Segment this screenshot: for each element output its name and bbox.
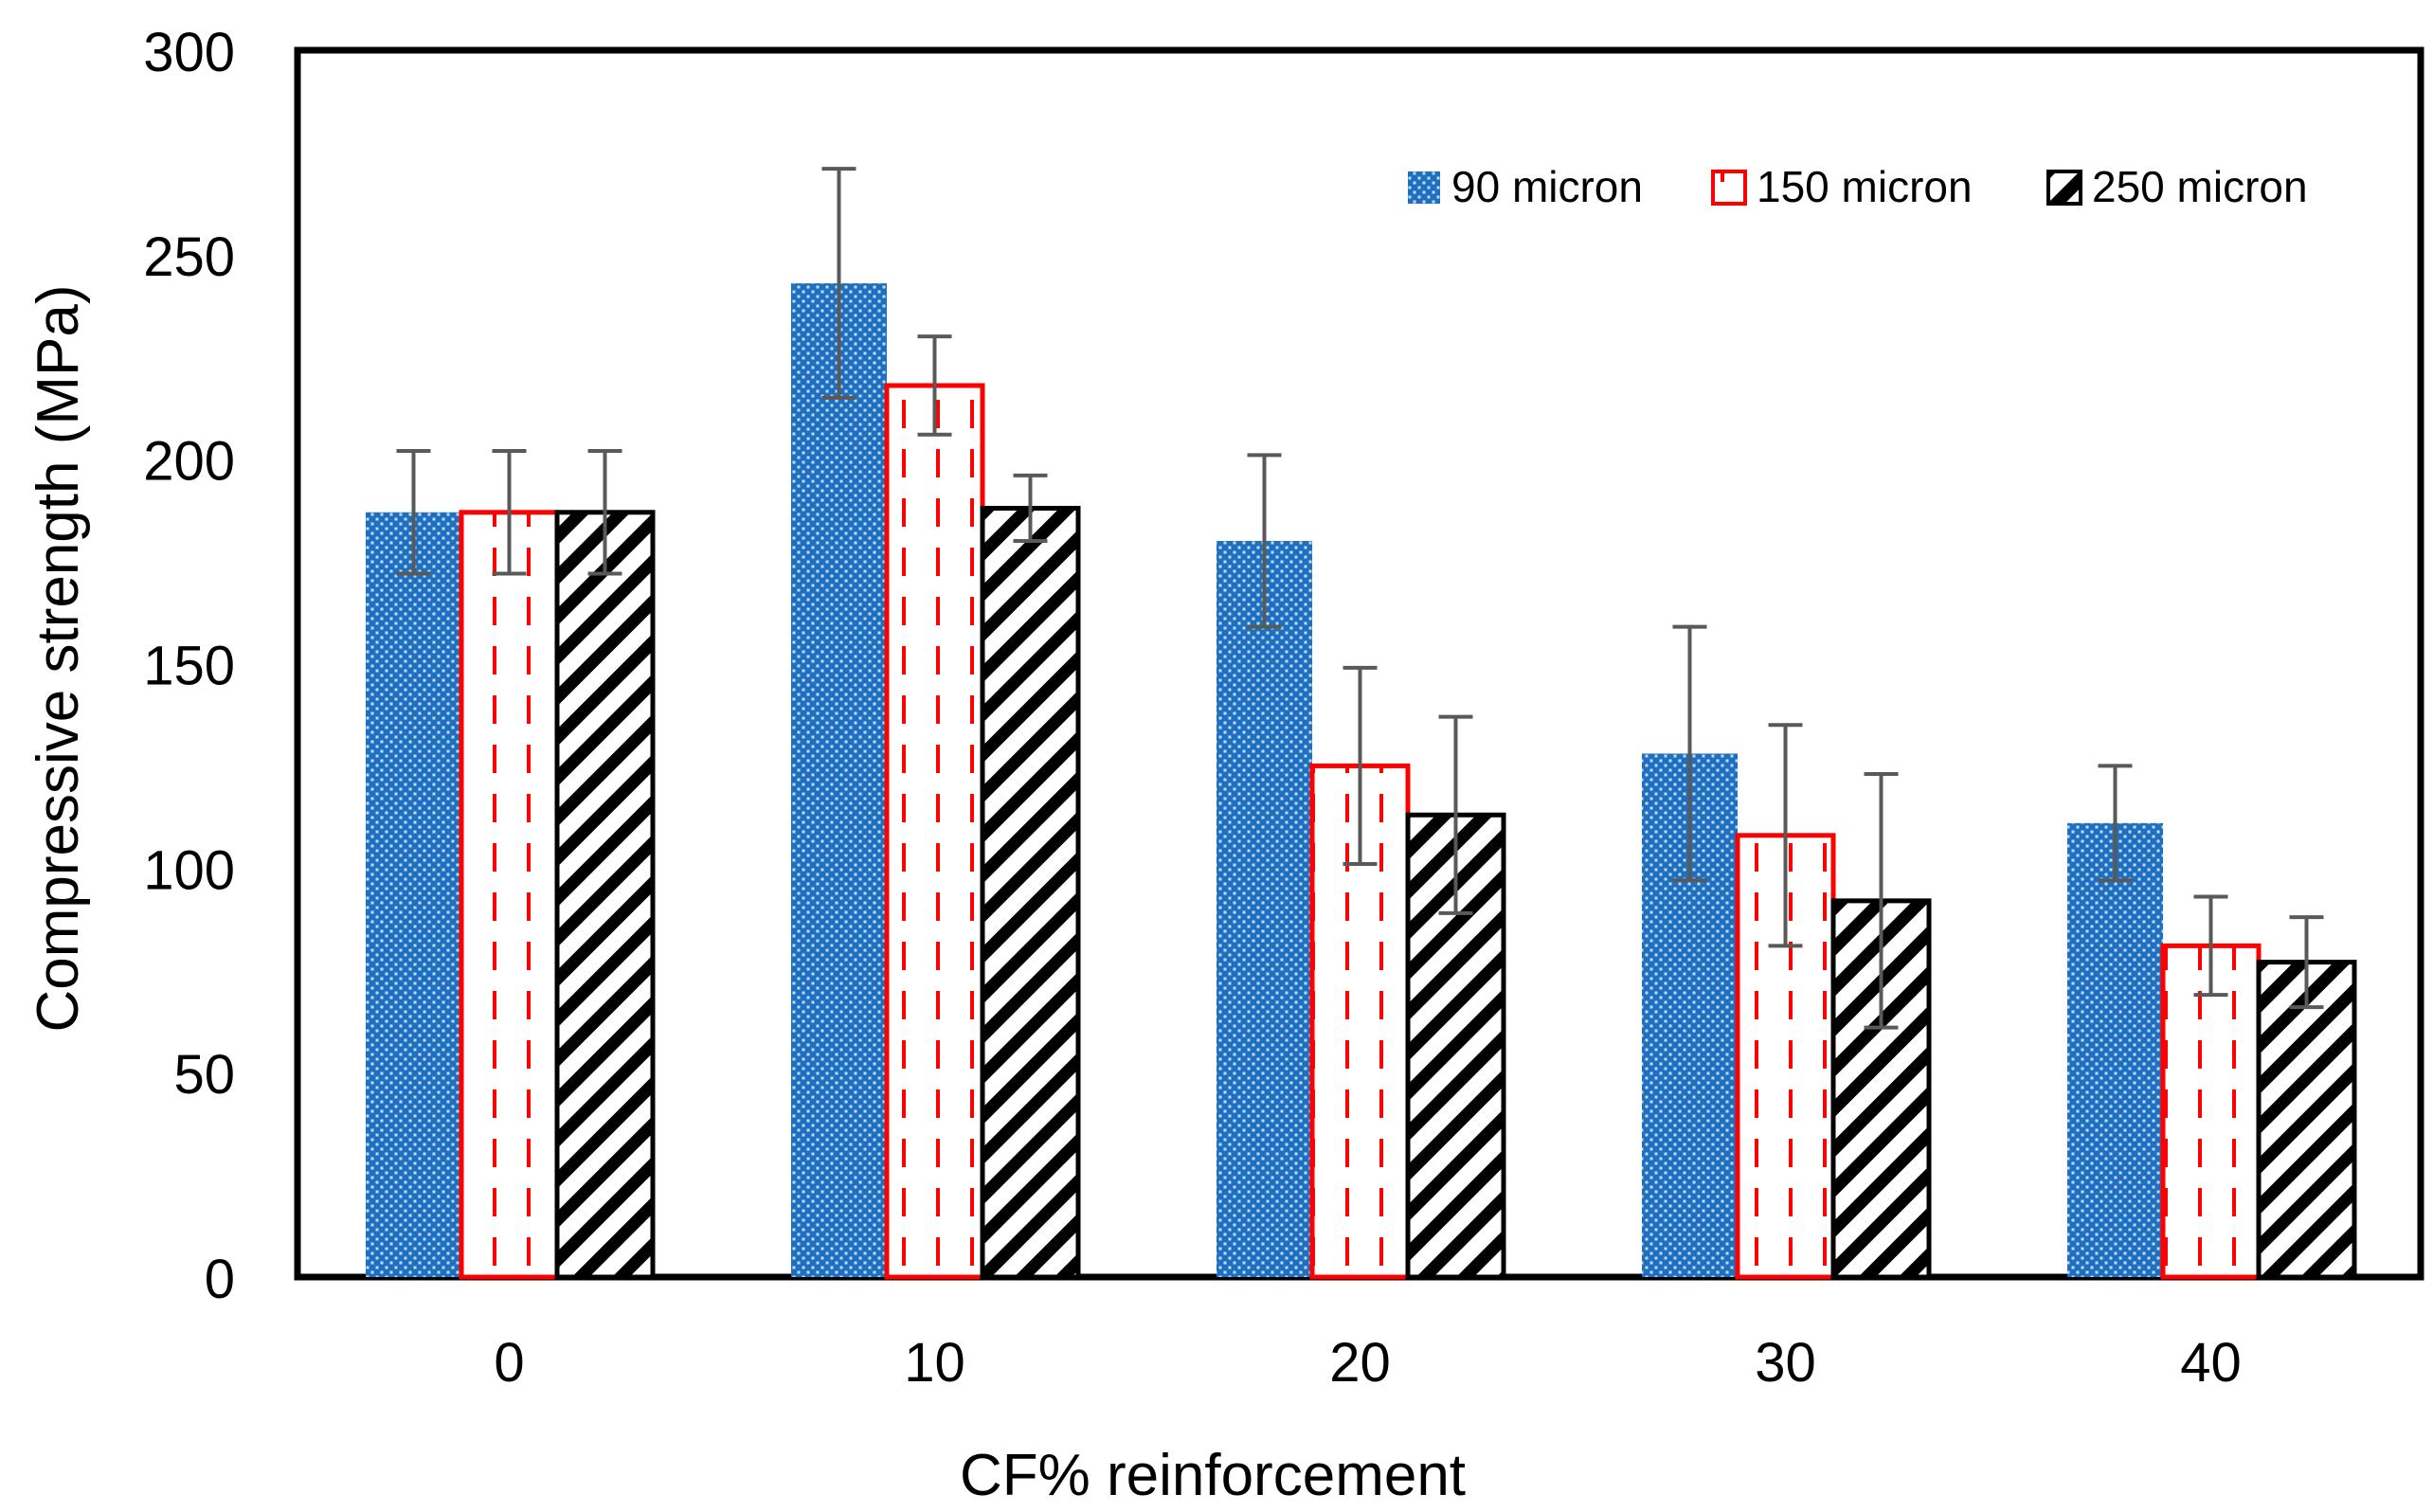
x-tick-label: 0: [494, 1332, 524, 1394]
error-bar-90-micron-10: [821, 167, 856, 400]
bar-150-micron-10: [884, 383, 985, 1280]
axes: 0 50 100 150 200 250 300 0 10 20 30 40: [143, 22, 2242, 1394]
error-bar-250-micron-30: [1864, 772, 1899, 1030]
legend-entry-250-micron: 250 micron: [2046, 162, 2308, 211]
bar-90-micron-20: [1216, 541, 1312, 1277]
y-tick-label: 250: [143, 226, 235, 288]
y-tick-label: 0: [205, 1249, 235, 1310]
error-bar-250-micron-40: [2289, 915, 2324, 1010]
legend-label: 250 micron: [2092, 162, 2308, 211]
x-tick-label: 10: [904, 1332, 965, 1394]
bar-250-micron-0: [554, 510, 656, 1280]
error-bars: [396, 167, 2324, 1030]
x-axis-label: CF% reinforcement: [960, 1443, 1466, 1508]
legend: 90 micron 150 micron 250 micron: [1408, 162, 2308, 211]
legend-swatch: [2046, 170, 2082, 206]
bar-150-micron-0: [459, 510, 560, 1280]
x-tick-label: 30: [1755, 1332, 1816, 1394]
bar-90-micron-40: [2067, 822, 2163, 1277]
legend-label: 90 micron: [1451, 162, 1643, 211]
error-bar-150-micron-40: [2193, 894, 2228, 998]
error-bar-250-micron-10: [1013, 473, 1048, 543]
error-bar-90-micron-20: [1247, 453, 1282, 629]
error-bar-150-micron-20: [1343, 665, 1378, 867]
error-bar-90-micron-30: [1672, 624, 1707, 883]
error-bar-150-micron-10: [917, 334, 952, 437]
legend-swatch: [1711, 170, 1747, 206]
x-tick-label: 40: [2180, 1332, 2242, 1394]
error-bar-150-micron-0: [492, 449, 527, 576]
y-tick-label: 100: [143, 839, 235, 901]
x-tick-label: 20: [1329, 1332, 1391, 1394]
legend-entry-90-micron: 90 micron: [1408, 162, 1643, 211]
y-tick-label: 50: [173, 1044, 235, 1106]
bar-90-micron-10: [791, 283, 887, 1277]
y-tick-label: 200: [143, 431, 235, 493]
error-bar-90-micron-40: [2098, 764, 2133, 883]
bar-150-micron-20: [1309, 763, 1411, 1280]
bar-250-micron-40: [2256, 960, 2357, 1280]
error-bar-250-micron-0: [587, 449, 622, 576]
legend-swatch: [1408, 171, 1440, 204]
error-bar-150-micron-30: [1768, 723, 1803, 948]
legend-label: 150 micron: [1757, 162, 1973, 211]
y-tick-label: 150: [143, 636, 235, 697]
legend-entry-150-micron: 150 micron: [1711, 162, 1973, 211]
y-tick-label: 300: [143, 22, 235, 83]
bar-90-micron-0: [366, 512, 461, 1277]
y-axis-label: Compressive strength (MPa): [26, 284, 91, 1032]
error-bar-250-micron-20: [1438, 714, 1473, 915]
error-bar-90-micron-0: [396, 449, 431, 576]
bar-250-micron-10: [980, 505, 1081, 1280]
